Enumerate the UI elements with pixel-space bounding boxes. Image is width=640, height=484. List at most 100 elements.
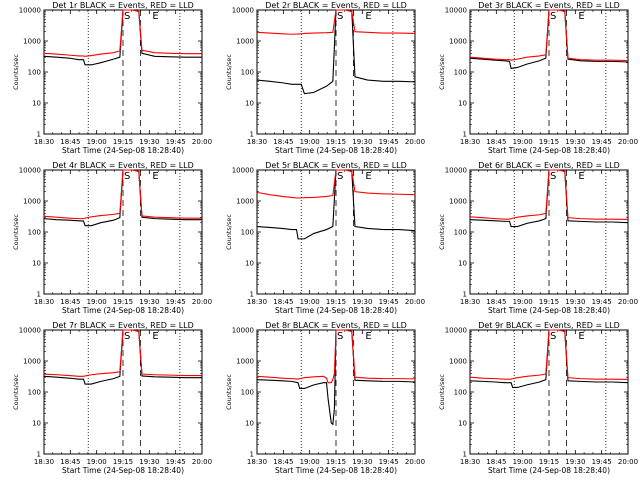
annotation-start: S (337, 11, 343, 22)
x-axis-label: Start Time (24-Sep-08 18:28:40) (275, 466, 397, 475)
x-axis-label: Start Time (24-Sep-08 18:28:40) (62, 306, 184, 315)
series-line-events (256, 9, 416, 95)
y-tick-label: 10 (32, 100, 41, 108)
annotation-start: S (124, 331, 130, 342)
x-tick-label: 18:30 (460, 298, 480, 306)
x-tick-label: 19:45 (592, 298, 612, 306)
annotation-start: S (124, 171, 130, 182)
annotation-end: E (365, 171, 371, 182)
y-tick-label: 10 (245, 100, 254, 108)
x-tick-label: 20:00 (618, 138, 638, 146)
x-tick-label: 19:00 (300, 458, 320, 466)
y-axis-label: Counts/sec (225, 214, 233, 250)
y-tick-label: 1 (37, 291, 41, 299)
x-tick-label: 19:30 (565, 138, 585, 146)
chart-title: Det 9r BLACK = Events, RED = LLD (478, 321, 620, 330)
detector-panel-2: Det 2r BLACK = Events, RED = LLD 1 10 100 10… (213, 0, 426, 160)
y-axis-label: Counts/sec (12, 214, 20, 250)
y-tick-label: 10 (458, 420, 467, 428)
x-tick-label: 19:45 (379, 138, 399, 146)
y-tick-label: 10000 (19, 327, 41, 335)
annotation-start: S (550, 331, 556, 342)
y-tick-label: 10000 (445, 327, 467, 335)
x-axis-label: Start Time (24-Sep-08 18:28:40) (275, 146, 397, 155)
y-tick-label: 100 (28, 229, 41, 237)
x-tick-label: 19:00 (300, 138, 320, 146)
chart-title: Det 2r BLACK = Events, RED = LLD (265, 1, 407, 10)
x-tick-label: 18:30 (34, 458, 54, 466)
x-tick-label: 19:30 (139, 298, 159, 306)
x-tick-label: 19:15 (539, 138, 559, 146)
y-tick-label: 1 (463, 451, 467, 459)
y-tick-label: 10 (245, 420, 254, 428)
detector-panel-5: Det 5r BLACK = Events, RED = LLD 1 10 100 10… (213, 160, 426, 320)
x-tick-label: 19:45 (166, 138, 186, 146)
y-axis-label: Counts/sec (225, 54, 233, 90)
x-tick-label: 19:30 (139, 458, 159, 466)
x-tick-label: 18:30 (34, 138, 54, 146)
x-axis-label: Start Time (24-Sep-08 18:28:40) (62, 146, 184, 155)
y-tick-label: 1 (37, 451, 41, 459)
y-tick-label: 1000 (236, 358, 254, 366)
x-tick-label: 18:30 (247, 138, 267, 146)
y-tick-label: 10000 (19, 7, 41, 15)
x-tick-label: 19:45 (379, 458, 399, 466)
x-tick-label: 18:45 (273, 138, 293, 146)
chart-title: Det 8r BLACK = Events, RED = LLD (265, 321, 407, 330)
x-tick-label: 18:45 (273, 458, 293, 466)
y-tick-label: 100 (241, 389, 254, 397)
y-tick-label: 10 (32, 420, 41, 428)
detector-panel-9: Det 9r BLACK = Events, RED = LLD 1 10 100 10… (426, 320, 639, 480)
annotation-end: E (152, 171, 158, 182)
detector-panel-4: Det 4r BLACK = Events, RED = LLD 1 10 100 10… (0, 160, 213, 320)
chart-title: Det 4r BLACK = Events, RED = LLD (52, 161, 194, 170)
series-line-lld (469, 169, 629, 220)
y-tick-label: 100 (454, 229, 467, 237)
x-tick-label: 19:00 (513, 298, 533, 306)
x-tick-label: 20:00 (618, 298, 638, 306)
chart-svg: Det 2r BLACK = Events, RED = LLD 1 10 100 10… (225, 1, 425, 155)
chart-svg: Det 8r BLACK = Events, RED = LLD 1 10 100 10… (225, 321, 425, 475)
x-tick-label: 20:00 (618, 458, 638, 466)
chart-title: Det 6r BLACK = Events, RED = LLD (478, 161, 620, 170)
detector-panel-7: Det 7r BLACK = Events, RED = LLD 1 10 100 10… (0, 320, 213, 480)
y-tick-label: 100 (241, 69, 254, 77)
x-tick-label: 19:30 (352, 458, 372, 466)
x-axis-label: Start Time (24-Sep-08 18:28:40) (275, 306, 397, 315)
annotation-end: E (152, 11, 158, 22)
x-tick-label: 19:00 (513, 138, 533, 146)
y-tick-label: 1000 (23, 358, 41, 366)
annotation-end: E (365, 331, 371, 342)
x-tick-label: 20:00 (405, 458, 425, 466)
x-tick-label: 20:00 (192, 298, 212, 306)
detector-panel-1: Det 1r BLACK = Events, RED = LLD 1 10 100 10… (0, 0, 213, 160)
y-tick-label: 10 (458, 260, 467, 268)
detector-panel-3: Det 3r BLACK = Events, RED = LLD 1 10 100 10… (426, 0, 639, 160)
annotation-end: E (365, 11, 371, 22)
y-tick-label: 100 (241, 229, 254, 237)
x-tick-label: 18:30 (247, 298, 267, 306)
x-tick-label: 19:30 (139, 138, 159, 146)
annotation-start: S (550, 171, 556, 182)
y-tick-label: 10 (32, 260, 41, 268)
series-line-lld (43, 169, 202, 220)
series-line-events (43, 9, 202, 66)
y-tick-label: 1000 (449, 198, 467, 206)
x-tick-label: 19:30 (352, 298, 372, 306)
y-axis-label: Counts/sec (438, 214, 446, 250)
x-tick-label: 20:00 (405, 138, 425, 146)
x-tick-label: 18:45 (60, 138, 80, 146)
x-axis-label: Start Time (24-Sep-08 18:28:40) (62, 466, 184, 475)
y-tick-label: 1000 (23, 38, 41, 46)
annotation-start: S (337, 331, 343, 342)
x-tick-label: 19:15 (113, 458, 133, 466)
y-tick-label: 100 (454, 389, 467, 397)
series-line-lld (43, 329, 202, 377)
chart-svg: Det 5r BLACK = Events, RED = LLD 1 10 100 10… (225, 161, 425, 315)
y-tick-label: 10000 (232, 7, 254, 15)
y-tick-label: 1000 (236, 38, 254, 46)
x-tick-label: 18:30 (460, 138, 480, 146)
chart-svg: Det 9r BLACK = Events, RED = LLD 1 10 100 10… (438, 321, 638, 475)
x-axis-label: Start Time (24-Sep-08 18:28:40) (488, 306, 610, 315)
y-tick-label: 100 (28, 389, 41, 397)
